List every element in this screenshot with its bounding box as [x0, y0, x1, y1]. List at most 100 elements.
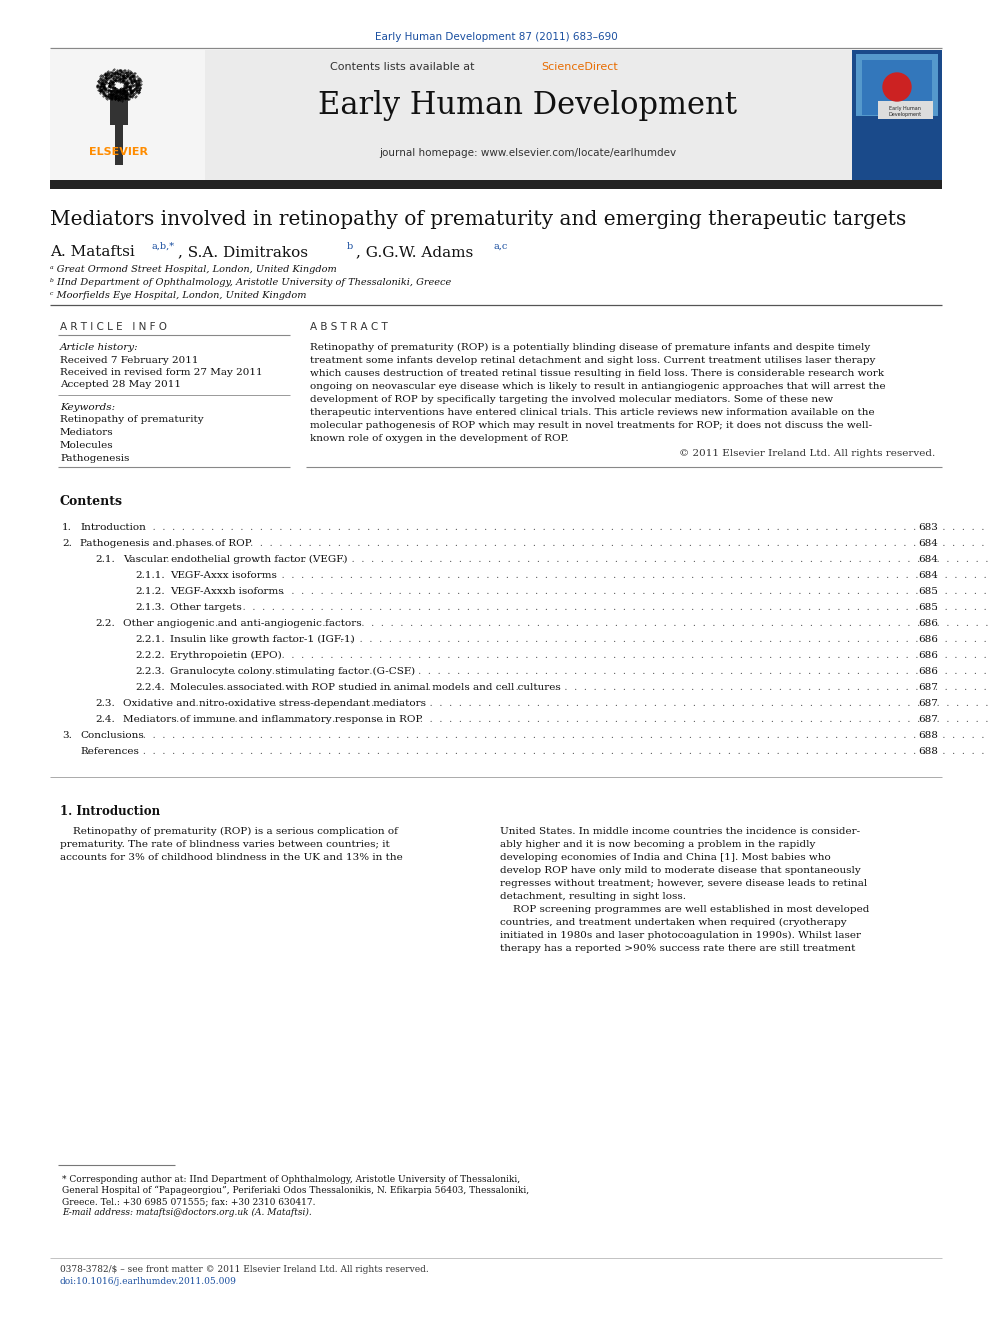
Text: ably higher and it is now becoming a problem in the rapidly: ably higher and it is now becoming a pro… — [500, 840, 815, 849]
Text: .  .  .  .  .  .  .  .  .  .  .  .  .  .  .  .  .  .  .  .  .  .  .  .  .  .  . : . . . . . . . . . . . . . . . . . . . . … — [171, 572, 992, 579]
Text: 2.2.1.: 2.2.1. — [135, 635, 165, 644]
Text: .  .  .  .  .  .  .  .  .  .  .  .  .  .  .  .  .  .  .  .  .  .  .  .  .  .  . : . . . . . . . . . . . . . . . . . . . . … — [81, 523, 992, 532]
Text: 3.: 3. — [62, 732, 71, 740]
Bar — [50, 180, 942, 189]
Text: 2.1.1.: 2.1.1. — [135, 572, 165, 579]
Text: Early Human Development: Early Human Development — [318, 90, 737, 120]
Text: 0378-3782/$ – see front matter © 2011 Elsevier Ireland Ltd. All rights reserved.: 0378-3782/$ – see front matter © 2011 El… — [60, 1265, 429, 1274]
Text: Molecules associated with ROP studied in animal models and cell cultures: Molecules associated with ROP studied in… — [170, 683, 560, 692]
Text: 686: 686 — [919, 635, 938, 644]
Text: Retinopathy of prematurity: Retinopathy of prematurity — [60, 415, 203, 423]
Text: treatment some infants develop retinal detachment and sight loss. Current treatm: treatment some infants develop retinal d… — [310, 356, 875, 365]
Text: 686: 686 — [919, 619, 938, 628]
Bar — [205, 50, 852, 180]
Text: .  .  .  .  .  .  .  .  .  .  .  .  .  .  .  .  .  .  .  .  .  .  .  .  .  .  . : . . . . . . . . . . . . . . . . . . . . … — [171, 603, 992, 613]
Text: 2.2.2.: 2.2.2. — [135, 651, 165, 660]
Text: United States. In middle income countries the incidence is consider-: United States. In middle income countrie… — [500, 827, 860, 836]
Text: 685: 685 — [919, 587, 938, 595]
Text: ongoing on neovascular eye disease which is likely to result in antiangiogenic a: ongoing on neovascular eye disease which… — [310, 382, 886, 392]
Bar — [115, 120, 123, 165]
Text: 2.1.3.: 2.1.3. — [135, 603, 165, 613]
Text: A. Mataftsi: A. Mataftsi — [50, 245, 140, 259]
Text: Other angiogenic and anti-angiogenic factors: Other angiogenic and anti-angiogenic fac… — [123, 619, 362, 628]
Text: Vascular endothelial growth factor (VEGF): Vascular endothelial growth factor (VEGF… — [123, 556, 347, 564]
Text: accounts for 3% of childhood blindness in the UK and 13% in the: accounts for 3% of childhood blindness i… — [60, 853, 403, 863]
Text: 687: 687 — [919, 699, 938, 708]
Text: detachment, resulting in sight loss.: detachment, resulting in sight loss. — [500, 892, 686, 901]
Text: VEGF-Axxxb isoforms: VEGF-Axxxb isoforms — [170, 587, 284, 595]
Text: .  .  .  .  .  .  .  .  .  .  .  .  .  .  .  .  .  .  .  .  .  .  .  .  .  .  . : . . . . . . . . . . . . . . . . . . . . … — [124, 619, 992, 628]
Text: development of ROP by specifically targeting the involved molecular mediators. S: development of ROP by specifically targe… — [310, 396, 833, 404]
Text: .  .  .  .  .  .  .  .  .  .  .  .  .  .  .  .  .  .  .  .  .  .  .  .  .  .  . : . . . . . . . . . . . . . . . . . . . . … — [81, 732, 992, 740]
Text: ᵃ Great Ormond Street Hospital, London, United Kingdom: ᵃ Great Ormond Street Hospital, London, … — [50, 265, 336, 274]
Text: , S.A. Dimitrakos: , S.A. Dimitrakos — [178, 245, 312, 259]
Text: Received 7 February 2011: Received 7 February 2011 — [60, 356, 198, 365]
Text: 688: 688 — [919, 732, 938, 740]
Text: Granulocyte colony stimulating factor (G-CSF): Granulocyte colony stimulating factor (G… — [170, 667, 415, 676]
Text: initiated in 1980s and laser photocoagulation in 1990s). Whilst laser: initiated in 1980s and laser photocoagul… — [500, 931, 861, 941]
Text: Contents lists available at: Contents lists available at — [330, 62, 478, 71]
Text: ᶜ Moorfields Eye Hospital, London, United Kingdom: ᶜ Moorfields Eye Hospital, London, Unite… — [50, 291, 307, 300]
Text: Erythropoietin (EPO): Erythropoietin (EPO) — [170, 651, 282, 660]
Text: 684: 684 — [919, 572, 938, 579]
Text: Mediators: Mediators — [60, 429, 114, 437]
Text: Early Human
Development: Early Human Development — [889, 106, 922, 116]
Bar — [856, 54, 938, 116]
Text: Contents: Contents — [60, 495, 123, 508]
Text: General Hospital of “Papageorgiou”, Periferiaki Odos Thessalonikis, N. Efikarpia: General Hospital of “Papageorgiou”, Peri… — [62, 1185, 529, 1195]
Text: Received in revised form 27 May 2011: Received in revised form 27 May 2011 — [60, 368, 263, 377]
Text: 1.: 1. — [62, 523, 71, 532]
Text: which causes destruction of treated retinal tissue resulting in field loss. Ther: which causes destruction of treated reti… — [310, 369, 884, 378]
Text: Accepted 28 May 2011: Accepted 28 May 2011 — [60, 380, 181, 389]
Text: 2.1.2.: 2.1.2. — [135, 587, 165, 595]
Text: journal homepage: www.elsevier.com/locate/earlhumdev: journal homepage: www.elsevier.com/locat… — [379, 148, 677, 157]
Text: Retinopathy of prematurity (ROP) is a potentially blinding disease of premature : Retinopathy of prematurity (ROP) is a po… — [310, 343, 870, 352]
Text: Keywords:: Keywords: — [60, 404, 115, 411]
Text: develop ROP have only mild to moderate disease that spontaneously: develop ROP have only mild to moderate d… — [500, 867, 861, 875]
Bar — [878, 101, 933, 119]
Text: b: b — [347, 242, 353, 251]
Text: countries, and treatment undertaken when required (cryotherapy: countries, and treatment undertaken when… — [500, 918, 846, 927]
Text: .  .  .  .  .  .  .  .  .  .  .  .  .  .  .  .  .  .  .  .  .  .  .  .  .  .  . : . . . . . . . . . . . . . . . . . . . . … — [171, 635, 992, 644]
Text: A R T I C L E   I N F O: A R T I C L E I N F O — [60, 321, 167, 332]
Text: known role of oxygen in the development of ROP.: known role of oxygen in the development … — [310, 434, 568, 443]
Text: .  .  .  .  .  .  .  .  .  .  .  .  .  .  .  .  .  .  .  .  .  .  .  .  .  .  . : . . . . . . . . . . . . . . . . . . . . … — [171, 651, 992, 660]
Text: 686: 686 — [919, 667, 938, 676]
Text: 2.4.: 2.4. — [95, 714, 115, 724]
Text: Article history:: Article history: — [60, 343, 139, 352]
Text: E-mail address: mataftsi@doctors.org.uk (A. Mataftsi).: E-mail address: mataftsi@doctors.org.uk … — [62, 1208, 311, 1217]
Text: Introduction: Introduction — [80, 523, 146, 532]
Text: * Corresponding author at: IInd Department of Ophthalmology, Aristotle Universit: * Corresponding author at: IInd Departme… — [62, 1175, 520, 1184]
Text: Other targets: Other targets — [170, 603, 242, 613]
Text: A B S T R A C T: A B S T R A C T — [310, 321, 388, 332]
Text: ScienceDirect: ScienceDirect — [541, 62, 618, 71]
Circle shape — [883, 73, 911, 101]
Text: Greece. Tel.: +30 6985 071555; fax: +30 2310 630417.: Greece. Tel.: +30 6985 071555; fax: +30 … — [62, 1197, 315, 1207]
Text: 685: 685 — [919, 603, 938, 613]
Bar — [852, 50, 942, 180]
Text: molecular pathogenesis of ROP which may result in novel treatments for ROP; it d: molecular pathogenesis of ROP which may … — [310, 421, 872, 430]
Text: 2.2.3.: 2.2.3. — [135, 667, 165, 676]
Text: 687: 687 — [919, 714, 938, 724]
Text: .  .  .  .  .  .  .  .  .  .  .  .  .  .  .  .  .  .  .  .  .  .  .  .  .  .  . : . . . . . . . . . . . . . . . . . . . . … — [124, 556, 992, 564]
Text: .  .  .  .  .  .  .  .  .  .  .  .  .  .  .  .  .  .  .  .  .  .  .  .  .  .  . : . . . . . . . . . . . . . . . . . . . . … — [81, 747, 992, 755]
Text: Conclusions: Conclusions — [80, 732, 144, 740]
Text: 683: 683 — [919, 523, 938, 532]
Text: .  .  .  .  .  .  .  .  .  .  .  .  .  .  .  .  .  .  .  .  .  .  .  .  .  .  . : . . . . . . . . . . . . . . . . . . . . … — [171, 683, 992, 692]
Text: Molecules: Molecules — [60, 441, 114, 450]
Text: 684: 684 — [919, 556, 938, 564]
Text: 2.: 2. — [62, 538, 71, 548]
Text: 2.2.: 2.2. — [95, 619, 115, 628]
Text: Retinopathy of prematurity (ROP) is a serious complication of: Retinopathy of prematurity (ROP) is a se… — [60, 827, 398, 836]
Text: Oxidative and nitro-oxidative stress-dependant mediators: Oxidative and nitro-oxidative stress-dep… — [123, 699, 426, 708]
Bar — [50, 50, 205, 180]
Text: a,c: a,c — [494, 242, 508, 251]
Bar — [110, 90, 128, 124]
Text: .  .  .  .  .  .  .  .  .  .  .  .  .  .  .  .  .  .  .  .  .  .  .  .  .  .  . : . . . . . . . . . . . . . . . . . . . . … — [124, 714, 992, 724]
Text: Mediators of immune and inflammatory response in ROP: Mediators of immune and inflammatory res… — [123, 714, 423, 724]
Text: References: References — [80, 747, 139, 755]
Text: 688: 688 — [919, 747, 938, 755]
Text: therapeutic interventions have entered clinical trials. This article reviews new: therapeutic interventions have entered c… — [310, 407, 875, 417]
Text: .  .  .  .  .  .  .  .  .  .  .  .  .  .  .  .  .  .  .  .  .  .  .  .  .  .  . : . . . . . . . . . . . . . . . . . . . . … — [81, 538, 992, 548]
Text: , G.G.W. Adams: , G.G.W. Adams — [356, 245, 478, 259]
